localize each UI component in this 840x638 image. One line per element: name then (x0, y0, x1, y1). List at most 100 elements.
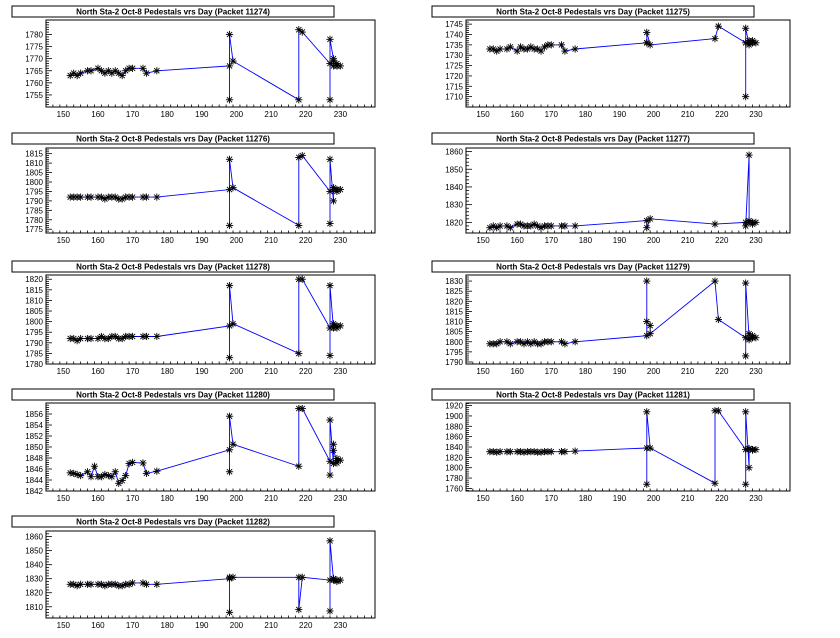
data-point-marker (104, 67, 112, 75)
series-line (69, 28, 341, 101)
y-tick-label: 1880 (445, 422, 463, 431)
y-tick-label: 1720 (445, 72, 463, 81)
data-point-marker (326, 96, 334, 104)
y-tick-label: 1920 (445, 402, 463, 411)
y-tick-label: 1815 (25, 286, 43, 295)
x-tick-label: 180 (161, 367, 175, 376)
data-point-marker (225, 412, 234, 420)
data-point-marker (326, 416, 334, 424)
data-point-marker (77, 472, 85, 480)
y-tick-label: 1805 (25, 169, 43, 178)
data-point-marker (295, 221, 303, 230)
data-point-marker (77, 580, 85, 588)
y-tick-label: 1775 (25, 43, 43, 52)
data-point-marker (742, 480, 750, 488)
data-point-marker (97, 67, 106, 75)
x-tick-label: 220 (715, 367, 729, 376)
data-point-marker (87, 473, 95, 481)
x-tick-label: 180 (579, 494, 593, 503)
x-tick-label: 160 (510, 110, 524, 119)
data-point-marker (139, 459, 147, 467)
x-tick-label: 230 (334, 110, 348, 119)
data-point-marker (745, 151, 753, 159)
series-line (489, 155, 757, 229)
chart-title: North Sta-2 Oct-8 Pedestals vrs Day (Pac… (496, 391, 690, 400)
chart-title-box (11, 260, 335, 273)
x-tick-label: 190 (195, 110, 209, 119)
y-tick-label: 1780 (25, 31, 43, 40)
x-tick-label: 190 (195, 621, 209, 630)
data-point-marker (752, 445, 760, 454)
chart-title: North Sta-2 Oct-8 Pedestals vrs Day (Pac… (76, 135, 270, 144)
x-tick-label: 190 (613, 367, 627, 376)
x-tick-label: 180 (579, 110, 593, 119)
data-point-marker (128, 193, 137, 201)
x-tick-label: 190 (613, 494, 627, 503)
y-tick-label: 1800 (445, 338, 463, 347)
data-point-marker (496, 222, 504, 230)
data-point-marker (506, 224, 514, 232)
y-tick-label: 1856 (25, 410, 43, 419)
chart-panel-3: North Sta-2 Oct-8 Pedestals vrs Day (Pac… (11, 132, 376, 245)
data-point-marker (111, 193, 119, 201)
x-tick-label: 210 (264, 236, 278, 245)
x-tick-label: 190 (195, 367, 209, 376)
data-point-marker (326, 219, 334, 228)
x-tick-label: 150 (57, 621, 71, 630)
y-tick-label: 1775 (25, 225, 43, 234)
data-point-marker (225, 96, 234, 104)
data-point-marker (142, 69, 151, 77)
x-tick-label: 230 (334, 236, 348, 245)
data-point-marker (225, 608, 234, 616)
x-tick-label: 200 (230, 494, 244, 503)
data-point-marker (87, 67, 95, 75)
plot-frame (45, 530, 376, 619)
x-tick-label: 170 (126, 367, 140, 376)
series-line (70, 408, 341, 485)
data-point-marker (326, 607, 334, 615)
y-tick-label: 1846 (25, 465, 43, 474)
series-line (70, 278, 341, 358)
plot-frame (465, 274, 791, 365)
y-tick-label: 1795 (25, 328, 43, 337)
y-tick-label: 1830 (445, 277, 463, 286)
x-tick-label: 200 (230, 110, 244, 119)
data-point-marker (503, 45, 511, 53)
x-tick-label: 150 (57, 110, 71, 119)
data-point-marker (742, 279, 750, 287)
plot-frame (45, 402, 376, 492)
x-tick-label: 150 (476, 236, 490, 245)
data-point-marker (561, 47, 569, 55)
data-point-marker (336, 576, 344, 584)
chart-title: North Sta-2 Oct-8 Pedestals vrs Day (Pac… (76, 263, 270, 272)
data-point-marker (229, 57, 237, 65)
y-tick-label: 1900 (445, 412, 463, 421)
x-tick-label: 180 (161, 236, 175, 245)
chart-title: North Sta-2 Oct-8 Pedestals vrs Day (Pac… (76, 8, 270, 17)
chart-title: North Sta-2 Oct-8 Pedestals vrs Day (Pac… (496, 8, 690, 17)
y-tick-label: 1810 (25, 159, 43, 168)
y-tick-label: 1815 (25, 150, 43, 159)
x-tick-label: 190 (613, 110, 627, 119)
data-point-marker (298, 573, 306, 581)
plot-frame (465, 147, 791, 234)
chart-title-box (11, 515, 335, 528)
data-point-marker (513, 47, 521, 55)
x-tick-label: 170 (545, 494, 559, 503)
data-point-marker (336, 62, 344, 70)
y-tick-label: 1860 (445, 433, 463, 442)
x-tick-label: 230 (334, 621, 348, 630)
x-tick-label: 210 (264, 110, 278, 119)
data-point-marker (643, 28, 651, 37)
x-tick-label: 160 (91, 236, 105, 245)
data-point-marker (646, 41, 654, 49)
y-tick-label: 1850 (25, 547, 43, 556)
data-point-marker (153, 332, 161, 341)
y-tick-label: 1760 (25, 79, 43, 88)
x-tick-label: 210 (681, 236, 695, 245)
data-point-marker (646, 444, 654, 452)
data-point-marker (506, 340, 514, 348)
x-tick-label: 200 (230, 621, 244, 630)
x-tick-label: 200 (647, 236, 661, 245)
y-tick-label: 1852 (25, 432, 43, 441)
